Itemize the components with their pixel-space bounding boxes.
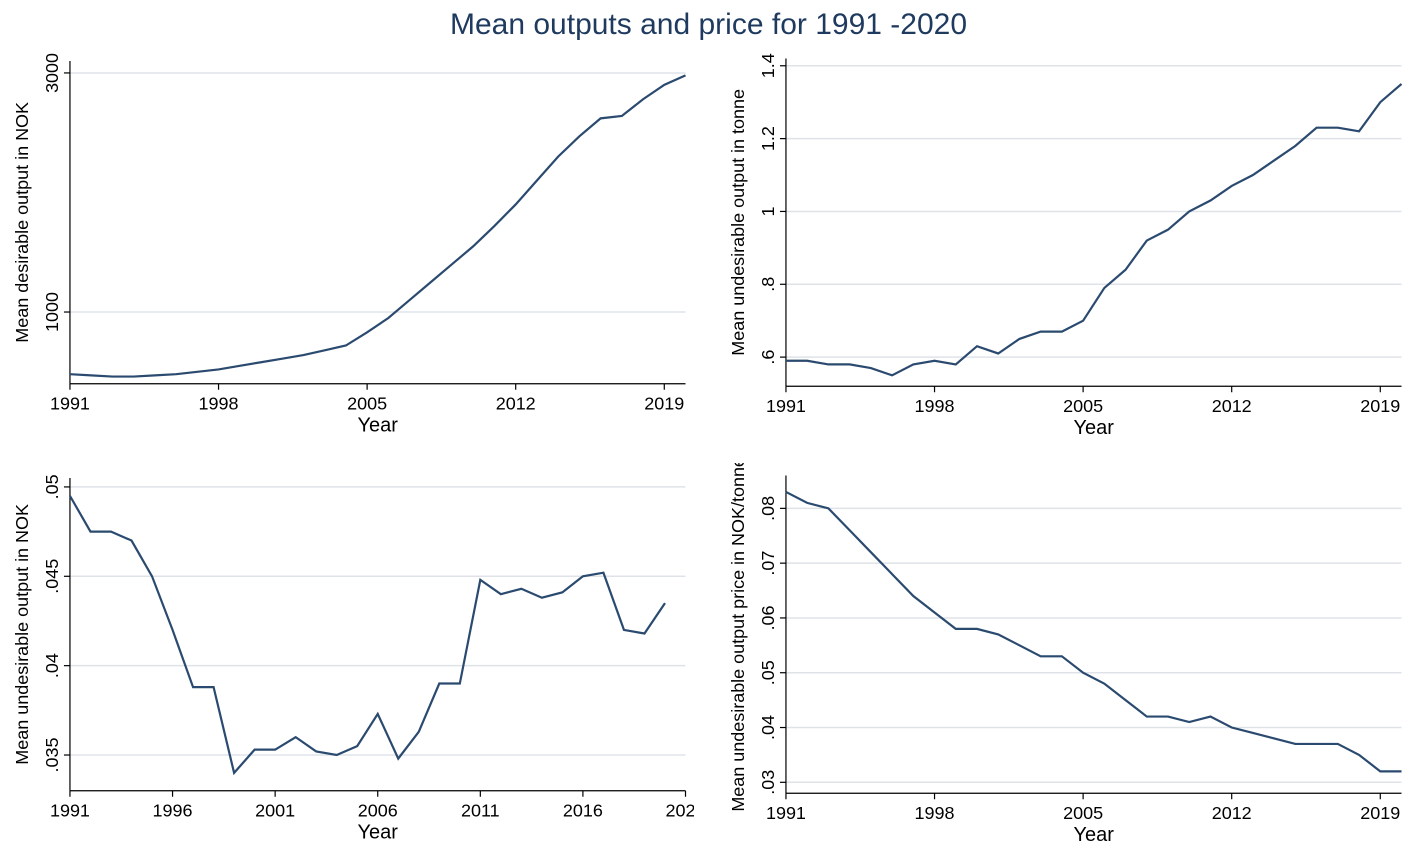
panel-bottom-right: 1991 1998 2005 2012 2019 .03 .04 .05 .06 .07 .08 Ye… [724,463,1410,852]
svg-text:Mean undesirable output in NOK: Mean undesirable output in NOK [12,504,32,765]
svg-text:1998: 1998 [914,803,954,823]
svg-text:Mean undesirable output price: Mean undesirable output price in NOK/ton… [727,463,747,812]
svg-text:1000: 1000 [42,292,62,332]
svg-text:2019: 2019 [644,394,684,414]
svg-text:.8: .8 [757,277,777,292]
svg-text:2005: 2005 [347,394,387,414]
panel-top-left: 1991 1998 2005 2012 2019 1000 3000 Year Mean des… [8,46,694,445]
panel-bottom-left: 1991 1996 2001 2006 2011 2016 2021 .035 .04 .045.… [8,463,694,852]
svg-text:.035: .035 [42,737,62,772]
svg-text:2006: 2006 [358,800,398,820]
svg-text:2021: 2021 [666,800,694,820]
svg-text:Year: Year [358,821,399,843]
svg-text:1991: 1991 [765,396,805,416]
svg-text:Mean desirable output in NOK: Mean desirable output in NOK [12,102,32,343]
svg-text:2019: 2019 [1360,396,1400,416]
svg-text:2016: 2016 [563,800,603,820]
svg-text:1991: 1991 [765,803,805,823]
svg-text:1: 1 [757,206,777,216]
svg-text:1996: 1996 [153,800,193,820]
svg-text:3000: 3000 [42,53,62,93]
svg-text:Year: Year [1073,417,1114,439]
svg-text:1998: 1998 [199,394,239,414]
svg-text:1991: 1991 [50,800,90,820]
svg-text:2012: 2012 [1211,803,1251,823]
svg-text:Year: Year [1073,824,1114,846]
svg-text:2011: 2011 [461,800,500,820]
panel-top-right: 1991 1998 2005 2012 2019 .6 .8 1 1.2 1.4 Year Mean … [724,46,1410,445]
figure-title: Mean outputs and price for 1991 -2020 [0,0,1417,46]
svg-text:.04: .04 [42,653,62,678]
svg-text:.05: .05 [757,660,777,685]
svg-text:Mean undesirable output in ton: Mean undesirable output in tonne [727,89,747,356]
svg-text:.03: .03 [757,770,777,795]
svg-text:.07: .07 [757,550,777,575]
svg-text:.06: .06 [757,605,777,630]
svg-text:.08: .08 [757,496,777,521]
svg-text:.045: .045 [42,559,62,594]
svg-text:2001: 2001 [255,800,295,820]
svg-text:2012: 2012 [1211,396,1251,416]
svg-text:Year: Year [358,415,399,437]
svg-text:2005: 2005 [1063,396,1103,416]
svg-text:2019: 2019 [1360,803,1400,823]
svg-text:1.2: 1.2 [757,126,777,151]
svg-text:1998: 1998 [914,396,954,416]
svg-text:.05: .05 [42,474,62,499]
svg-text:1.4: 1.4 [757,53,777,78]
svg-text:2005: 2005 [1063,803,1103,823]
svg-text:2012: 2012 [496,394,536,414]
svg-text:.6: .6 [757,350,777,365]
chart-grid: 1991 1998 2005 2012 2019 1000 3000 Year Mean des… [0,46,1417,850]
svg-text:1991: 1991 [50,394,90,414]
svg-text:.04: .04 [757,715,777,740]
